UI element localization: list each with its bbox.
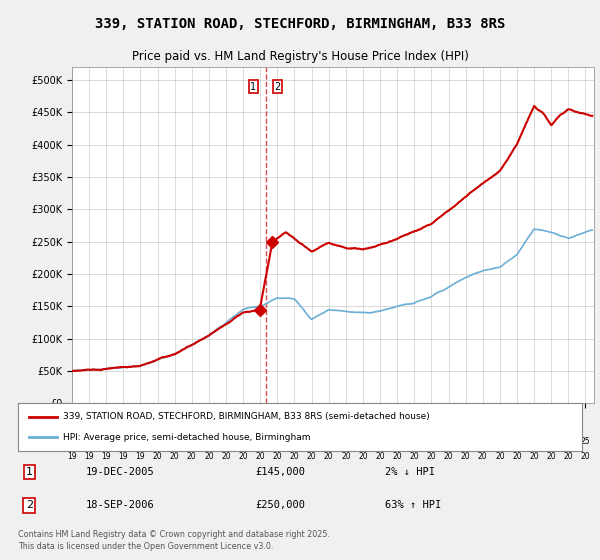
Text: 19: 19 (136, 452, 145, 461)
Text: 20: 20 (290, 452, 299, 461)
Text: 21: 21 (512, 437, 522, 446)
Text: 19-DEC-2005: 19-DEC-2005 (86, 467, 154, 477)
Text: 14: 14 (392, 437, 402, 446)
Text: 97: 97 (101, 437, 111, 446)
Text: 02: 02 (187, 437, 197, 446)
Text: 20: 20 (478, 452, 488, 461)
Text: 20: 20 (238, 452, 248, 461)
Text: 19: 19 (101, 452, 111, 461)
Text: 19: 19 (478, 437, 488, 446)
Text: 04: 04 (221, 437, 231, 446)
Text: HPI: Average price, semi-detached house, Birmingham: HPI: Average price, semi-detached house,… (63, 433, 311, 442)
Text: 06: 06 (256, 437, 265, 446)
Text: 63% ↑ HPI: 63% ↑ HPI (385, 501, 441, 510)
Text: 11: 11 (341, 437, 350, 446)
Text: 99: 99 (136, 437, 145, 446)
Text: 20: 20 (324, 452, 334, 461)
Text: 20: 20 (375, 452, 385, 461)
Text: 2: 2 (274, 82, 280, 92)
Text: 20: 20 (358, 452, 368, 461)
Text: 1: 1 (26, 467, 33, 477)
Text: 20: 20 (392, 452, 402, 461)
Text: 20: 20 (495, 437, 505, 446)
Text: 20: 20 (187, 452, 197, 461)
Text: 19: 19 (119, 452, 128, 461)
Text: 20: 20 (307, 452, 316, 461)
Text: 20: 20 (204, 452, 214, 461)
Text: 10: 10 (324, 437, 334, 446)
Text: 13: 13 (375, 437, 385, 446)
Text: 20: 20 (512, 452, 522, 461)
Text: 339, STATION ROAD, STECHFORD, BIRMINGHAM, B33 8RS (semi-detached house): 339, STATION ROAD, STECHFORD, BIRMINGHAM… (63, 412, 430, 421)
Text: 20: 20 (272, 452, 282, 461)
Text: Price paid vs. HM Land Registry's House Price Index (HPI): Price paid vs. HM Land Registry's House … (131, 50, 469, 63)
Text: 2: 2 (26, 501, 33, 510)
Text: 2% ↓ HPI: 2% ↓ HPI (385, 467, 434, 477)
Text: 20: 20 (563, 452, 573, 461)
Text: 96: 96 (84, 437, 94, 446)
Text: 19: 19 (85, 452, 94, 461)
Text: 20: 20 (170, 452, 179, 461)
Text: 20: 20 (221, 452, 231, 461)
Text: £145,000: £145,000 (255, 467, 305, 477)
Text: 339, STATION ROAD, STECHFORD, BIRMINGHAM, B33 8RS: 339, STATION ROAD, STECHFORD, BIRMINGHAM… (95, 17, 505, 31)
Text: 20: 20 (341, 452, 350, 461)
Text: 18-SEP-2006: 18-SEP-2006 (86, 501, 154, 510)
Text: 12: 12 (358, 437, 368, 446)
Text: 18: 18 (461, 437, 470, 446)
Text: 20: 20 (153, 452, 163, 461)
Text: 20: 20 (427, 452, 436, 461)
Text: 20: 20 (547, 452, 556, 461)
Text: 20: 20 (444, 452, 454, 461)
Text: 20: 20 (581, 452, 590, 461)
Text: Contains HM Land Registry data © Crown copyright and database right 2025.
This d: Contains HM Land Registry data © Crown c… (18, 530, 330, 551)
Text: 20: 20 (461, 452, 470, 461)
Text: 23: 23 (547, 437, 556, 446)
Text: 00: 00 (152, 437, 163, 446)
Text: 03: 03 (204, 437, 214, 446)
Text: 09: 09 (307, 437, 316, 446)
Text: 20: 20 (256, 452, 265, 461)
Text: 98: 98 (119, 437, 128, 446)
Text: 08: 08 (290, 437, 299, 446)
Text: 15: 15 (409, 437, 419, 446)
Text: 24: 24 (563, 437, 573, 446)
Text: 22: 22 (529, 437, 539, 446)
Text: 07: 07 (272, 437, 282, 446)
Text: 16: 16 (427, 437, 436, 446)
Text: 05: 05 (238, 437, 248, 446)
Text: 20: 20 (529, 452, 539, 461)
Text: 01: 01 (170, 437, 179, 446)
Text: 17: 17 (444, 437, 454, 446)
Text: 19: 19 (67, 452, 77, 461)
Text: 1: 1 (250, 82, 256, 92)
Text: 20: 20 (409, 452, 419, 461)
Text: 25: 25 (581, 437, 590, 446)
Text: 95: 95 (67, 437, 77, 446)
Text: 20: 20 (495, 452, 505, 461)
Text: £250,000: £250,000 (255, 501, 305, 510)
